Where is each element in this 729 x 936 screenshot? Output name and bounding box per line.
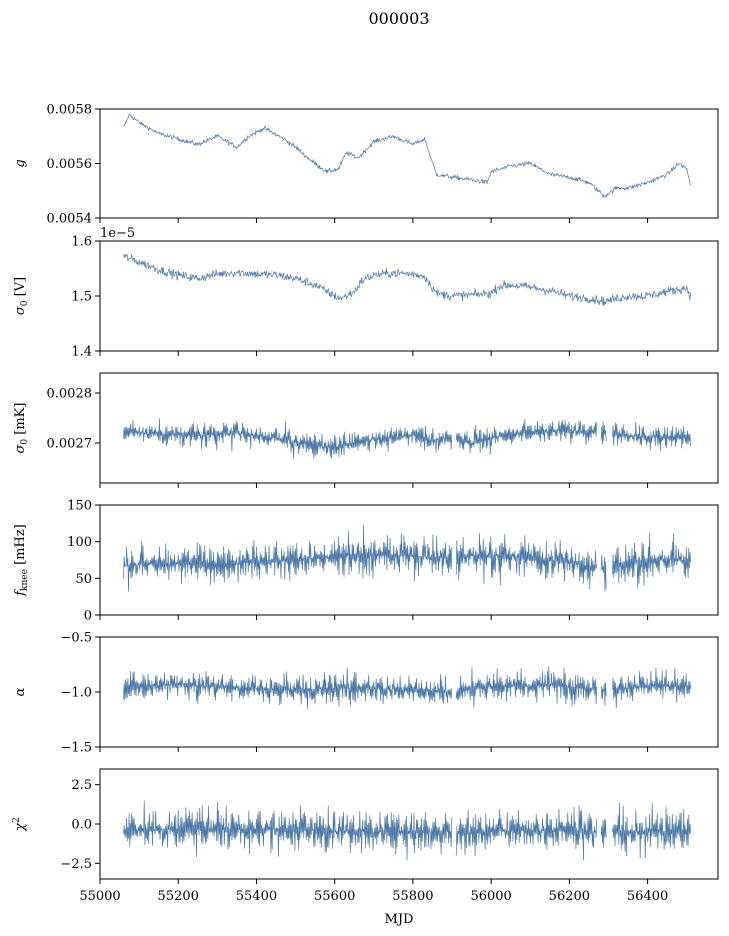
figure-title: 000003 — [368, 9, 429, 28]
y-tick-label: −0.5 — [60, 631, 92, 646]
y-tick-label: 0.0028 — [47, 387, 93, 402]
series-line-3 — [123, 418, 691, 459]
panel-4: 0 50 100 150 fknee [mHz] — [13, 499, 719, 624]
y-tick-label: 0.0058 — [47, 103, 93, 118]
y-tick-label: −1.5 — [60, 741, 92, 756]
y-tick-label: 0.0027 — [47, 437, 93, 452]
y-axis-label: χ2 — [12, 817, 28, 832]
y-axis-label: σ0 [mK] — [13, 403, 30, 454]
axes-frame-5 — [99, 636, 719, 748]
y-tick-label: 2.5 — [71, 778, 92, 793]
series-line-4 — [123, 524, 691, 592]
y-tick-label: 100 — [67, 535, 92, 550]
x-tick-label: 55600 — [314, 889, 355, 904]
axes-frame-4 — [99, 504, 719, 616]
y-axis-label: α — [13, 687, 28, 696]
axes-frame-1 — [99, 108, 719, 219]
y-tick-label: 0.0054 — [47, 212, 93, 227]
panel-6: −2.5 0.0 2.5 55000 55200 55400 55600 55800 56000… — [12, 768, 719, 927]
axes-frame-3 — [99, 372, 719, 484]
x-tick-label: 56200 — [549, 889, 590, 904]
x-tick-label: 55400 — [236, 889, 277, 904]
series-line-2 — [123, 253, 691, 307]
x-tick-label: 55200 — [158, 889, 199, 904]
axes-frame-2 — [99, 240, 719, 352]
panel-1: 0.0054 0.0056 0.0058 g — [13, 103, 719, 227]
y-tick-label: 0 — [84, 609, 92, 624]
x-tick-label: 55800 — [392, 889, 433, 904]
y-tick-label: 0.0 — [71, 818, 92, 833]
y-tick-label: 0.0056 — [47, 157, 93, 172]
y-tick-label: −2.5 — [60, 857, 92, 872]
y-tick-label: 1.4 — [71, 345, 92, 360]
y-axis-label: fknee [mHz] — [13, 524, 30, 597]
series-line-1 — [123, 113, 691, 198]
series-line-5 — [123, 666, 691, 710]
y-axis-label: σ0 [V] — [13, 277, 30, 315]
x-tick-label: 56000 — [470, 889, 511, 904]
series-line-6 — [123, 800, 691, 861]
panel-5: −1.5 −1.0 −0.5 α — [13, 631, 719, 756]
y-tick-label: 1.6 — [71, 235, 92, 250]
y-tick-label: 150 — [67, 499, 92, 514]
y-tick-label: 50 — [75, 572, 92, 587]
x-axis-label: MJD — [385, 912, 414, 927]
x-tick-label: 56400 — [627, 889, 668, 904]
offset-text: 1e−5 — [100, 226, 135, 241]
y-axis-label: g — [13, 159, 28, 167]
panel-2: 1.4 1.5 1.6 σ0 [V] 1e−5 — [13, 226, 719, 360]
y-tick-label: −1.0 — [60, 686, 92, 701]
panel-3: 0.0027 0.0028 σ0 [mK] — [13, 372, 719, 488]
y-tick-label: 1.5 — [71, 290, 92, 305]
x-tick-label: 55000 — [79, 889, 120, 904]
